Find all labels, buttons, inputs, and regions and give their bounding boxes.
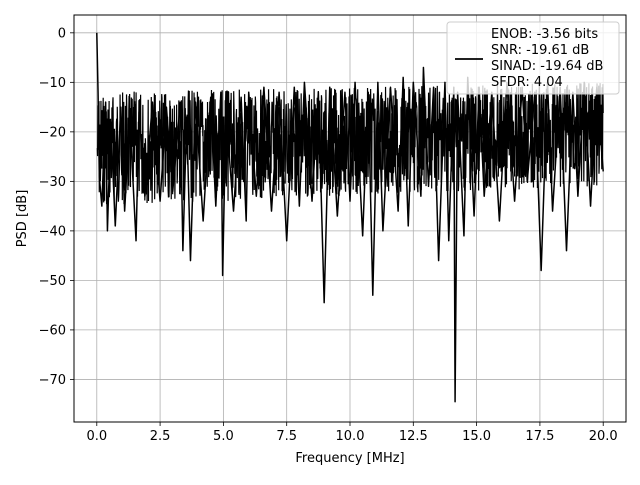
legend-entry-line: SINAD: -19.64 dB (491, 59, 603, 74)
x-tick-label: 17.5 (525, 429, 554, 444)
x-tick-label: 0.0 (86, 429, 107, 444)
y-tick-label: −70 (39, 373, 66, 388)
ticks: 0.0 2.5 5.0 7.5 10.0 12.5 15.0 17.5 20.0 0 −10 −20 −… (39, 26, 618, 444)
x-tick-label: 2.5 (150, 429, 171, 444)
y-axis-label: PSD [dB] (15, 190, 30, 248)
x-tick-label: 7.5 (276, 429, 297, 444)
y-tick-label: −50 (39, 274, 66, 289)
y-tick-label: −30 (39, 175, 66, 190)
x-axis-label: Frequency [MHz] (295, 451, 404, 466)
x-tick-label: 5.0 (213, 429, 234, 444)
y-tick-label: −40 (39, 224, 66, 239)
y-tick-label: −60 (39, 323, 66, 338)
legend-entry-line: ENOB: -3.56 bits (491, 27, 598, 42)
x-tick-label: 10.0 (336, 429, 365, 444)
y-tick-label: −20 (39, 125, 66, 140)
x-tick-label: 20.0 (589, 429, 618, 444)
y-tick-label: −10 (39, 76, 66, 91)
y-tick-label: 0 (58, 26, 66, 41)
legend-box (446, 21, 620, 95)
x-tick-label: 12.5 (399, 429, 428, 444)
legend-entry-line: SFDR: 4.04 (491, 75, 563, 90)
psd-noise-trace (96, 82, 604, 205)
series-layer (96, 32, 604, 403)
x-tick-label: 15.0 (462, 429, 491, 444)
legend-entry-line: SNR: -19.61 dB (491, 43, 589, 58)
